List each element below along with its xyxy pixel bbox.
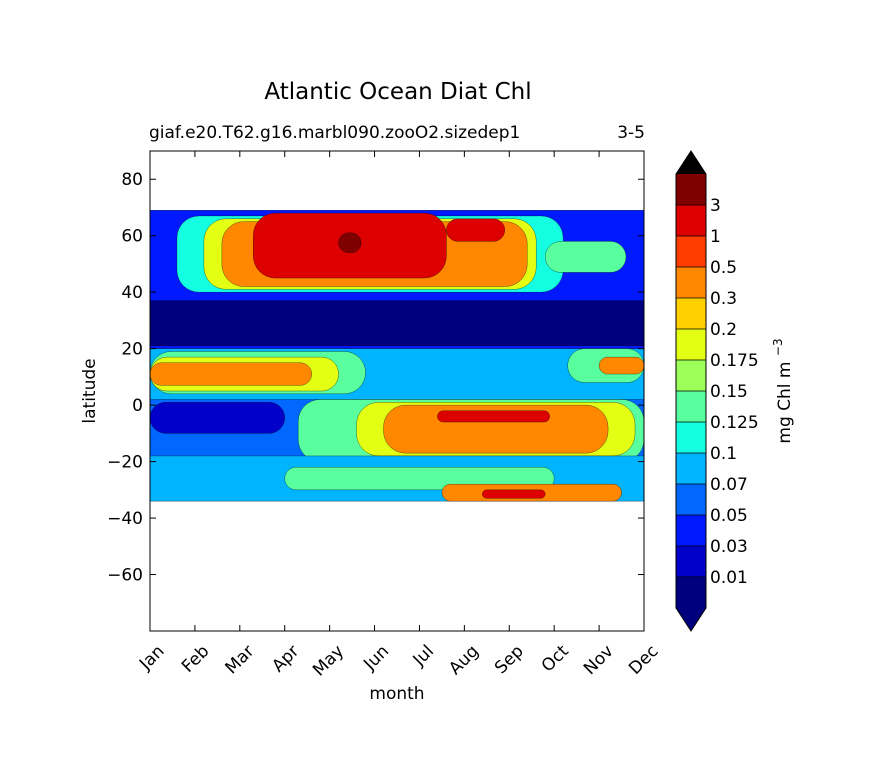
x-tick-label: Nov xyxy=(580,641,618,679)
colorbar-label-exponent: −3 xyxy=(771,338,785,356)
x-tick-label: Sep xyxy=(491,641,528,678)
y-tick-label: 40 xyxy=(121,283,143,303)
x-tick-label: Jun xyxy=(359,641,393,675)
colorbar-extend-low xyxy=(676,608,706,631)
x-tick-label: Jan xyxy=(135,641,168,674)
colorbar-segment xyxy=(676,236,706,267)
colorbar-tick-label: 0.01 xyxy=(710,568,748,588)
colorbar-tick-label: 3 xyxy=(710,196,721,216)
colorbar-segment xyxy=(676,174,706,205)
colorbar-tick-label: 0.5 xyxy=(710,258,737,278)
colorbar-segment xyxy=(676,360,706,391)
colorbar-extend-high xyxy=(676,151,706,174)
y-axis-label: latitude xyxy=(80,358,100,423)
contour-band-eq-upwelling-red xyxy=(437,410,550,423)
colorbar-label: mg Chl m −3 xyxy=(771,338,795,443)
contour-band-n-late-red xyxy=(446,218,506,242)
x-axis-label: month xyxy=(369,684,424,704)
chart-subtitle-left: giaf.e20.T62.g16.marbl090.zooO2.sizedep1 xyxy=(149,123,520,143)
colorbar-tick-label: 0.05 xyxy=(710,506,748,526)
chart-title: Atlantic Ocean Diat Chl xyxy=(264,79,531,105)
contour-band-eq-dark xyxy=(150,402,285,434)
contour-band-trop-n-east-orange xyxy=(598,356,644,375)
colorbar-tick-label: 0.03 xyxy=(710,537,748,557)
colorbar-segment xyxy=(676,267,706,298)
contour-band-trop-n-west-orange xyxy=(150,362,312,386)
y-tick-label: 80 xyxy=(121,170,143,190)
x-tick-label: Dec xyxy=(625,641,662,678)
y-tick-label: 0 xyxy=(132,396,143,416)
x-tick-label: May xyxy=(309,641,348,680)
x-tick-label: Aug xyxy=(445,641,483,679)
colorbar: 0.01 0.03 0.05 0.07 0.1 0.125 0.15 0.175 0.2 0.3 0… xyxy=(675,150,759,632)
x-tick-label: Oct xyxy=(538,641,573,676)
colorbar-tick-label: 0.2 xyxy=(710,320,737,340)
colorbar-label-unit: mg Chl m xyxy=(775,362,795,444)
colorbar-segment xyxy=(676,484,706,515)
contour-band-n-dark-20-40 xyxy=(150,300,644,347)
y-tick-label: −40 xyxy=(107,509,143,529)
colorbar-segment xyxy=(676,298,706,329)
colorbar-segment xyxy=(676,205,706,236)
colorbar-tick-label: 0.1 xyxy=(710,444,737,464)
contour-band-n-east-green xyxy=(544,241,627,273)
chart-subtitle-right: 3-5 xyxy=(617,123,645,143)
y-tick-label: −20 xyxy=(107,453,143,473)
x-tick-label: Feb xyxy=(178,641,213,676)
x-tick-label: Jul xyxy=(409,641,438,670)
y-tick-label: −60 xyxy=(107,566,143,586)
colorbar-segment xyxy=(676,391,706,422)
colorbar-segment xyxy=(676,546,706,577)
colorbar-segment xyxy=(676,577,706,608)
x-tick-label: Mar xyxy=(222,641,259,678)
contour-band-s-red xyxy=(482,489,546,499)
y-axis: 80 60 40 20 0 −20 −40 −60 xyxy=(107,170,644,586)
colorbar-tick-label: 0.07 xyxy=(710,475,748,495)
plot-area xyxy=(149,150,645,632)
colorbar-segment xyxy=(676,515,706,546)
colorbar-segment xyxy=(676,329,706,360)
contour-layer xyxy=(150,210,644,502)
colorbar-outline xyxy=(675,150,707,632)
colorbar-segment xyxy=(676,422,706,453)
y-tick-label: 60 xyxy=(121,227,143,247)
contour-band-n-bloom-max xyxy=(338,232,362,253)
colorbar-segment xyxy=(676,453,706,484)
colorbar-tick-label: 0.3 xyxy=(710,289,737,309)
plot-frame xyxy=(149,150,645,632)
colorbar-tick-label: 0.15 xyxy=(710,382,748,402)
colorbar-tick-label: 1 xyxy=(710,227,721,247)
y-tick-label: 20 xyxy=(121,340,143,360)
x-tick-label: Apr xyxy=(268,641,303,676)
colorbar-tick-label: 0.175 xyxy=(710,351,759,371)
colorbar-tick-label: 0.125 xyxy=(710,413,759,433)
